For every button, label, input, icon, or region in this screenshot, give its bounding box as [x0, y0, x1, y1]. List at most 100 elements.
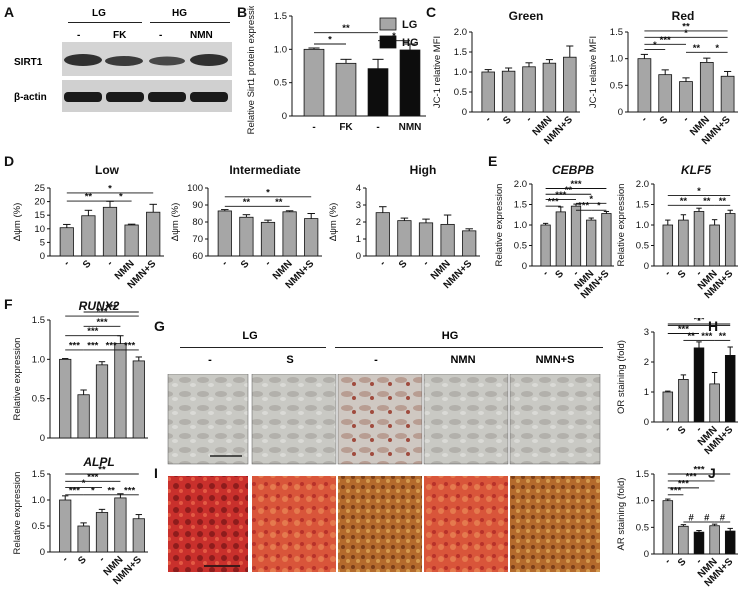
chart-title: CEBPB	[552, 163, 594, 177]
panel-letter-e: E	[488, 153, 498, 169]
bar	[114, 343, 127, 439]
chart-e-cebpb: CEBPB Relative expression 0 0.5 1.0 1.5 2.0 - S -…	[494, 163, 614, 301]
bar	[693, 347, 705, 423]
chart-title: Intermediate	[229, 163, 301, 177]
x-tick-label: -	[220, 258, 230, 268]
panel-letter-g: G	[154, 318, 165, 334]
bar	[440, 223, 455, 257]
y-tick-label: 1.5	[32, 469, 45, 480]
bar	[95, 364, 109, 439]
y-tick-label: 0	[618, 107, 623, 118]
y-tick-label: 1.5	[514, 200, 527, 211]
x-tick-label: S	[397, 258, 410, 271]
y-tick-label: 0.5	[274, 78, 287, 89]
y-tick-label: 2.0	[454, 27, 467, 38]
significance-label: **	[719, 196, 727, 207]
x-tick-label: S	[553, 268, 566, 281]
bar	[114, 497, 127, 553]
x-tick-label: -	[263, 258, 273, 268]
bar	[637, 58, 652, 113]
y-tick-label: 2.0	[636, 179, 649, 190]
x-tick-label: -	[312, 122, 315, 133]
y-tick-label: 2	[356, 217, 361, 228]
x-tick-label: -	[97, 554, 107, 564]
micro-group-label-hg: HG	[441, 330, 459, 342]
x-tick-label: -	[105, 258, 115, 268]
bar	[375, 212, 390, 257]
bar	[522, 66, 536, 113]
y-tick-label: 0.5	[32, 521, 45, 532]
bar	[586, 219, 597, 267]
y-tick-label: 100	[187, 183, 203, 194]
panel-letter-b: B	[237, 4, 248, 20]
significance-label: *	[653, 40, 657, 51]
bar	[399, 49, 421, 117]
chart-title: Red	[672, 9, 695, 23]
y-axis-label: Relative Sirt1 protein expression	[246, 6, 257, 134]
x-tick-label: -	[694, 268, 704, 278]
significance-label: **	[98, 465, 106, 476]
significance-label: *	[597, 201, 601, 212]
y-tick-label: 60	[192, 251, 203, 262]
x-tick-label: -	[483, 114, 493, 124]
y-tick-label: 1.5	[274, 11, 287, 22]
y-tick-label: 0	[522, 261, 527, 272]
micro-col-label-5: NMN+S	[535, 354, 575, 366]
x-tick-label: S	[676, 268, 689, 281]
bar	[724, 530, 736, 555]
bar	[658, 74, 673, 113]
significance-label: ***	[578, 201, 589, 212]
bar	[397, 220, 412, 257]
bar	[217, 210, 232, 257]
bar	[709, 224, 720, 267]
y-tick-label: 1.0	[32, 354, 45, 365]
chart-title: Green	[509, 9, 544, 23]
y-tick-label: 0	[462, 107, 467, 118]
significance-label: ***	[670, 485, 681, 496]
y-tick-label: 0	[40, 251, 45, 262]
x-tick-label: -	[376, 122, 379, 133]
bar	[563, 56, 577, 113]
significance-label: **	[680, 196, 688, 207]
significance-label: **	[565, 185, 573, 196]
y-axis-label: Relative expression	[616, 184, 627, 267]
x-tick-label: -	[60, 554, 70, 564]
significance-label: ***	[678, 324, 689, 335]
bar	[693, 211, 705, 267]
x-tick-label: S	[676, 556, 689, 569]
bar	[709, 525, 720, 555]
bar	[662, 391, 674, 423]
bar	[662, 224, 674, 267]
significance-label: ***	[693, 318, 704, 326]
significance-label: ***	[555, 190, 566, 201]
chart-title: RUNX2	[79, 299, 120, 313]
significance-label: **	[342, 23, 350, 34]
y-tick-label: 0.5	[32, 394, 45, 405]
micro-col-label-2: S	[286, 354, 294, 366]
bar	[720, 75, 735, 113]
significance-label: **	[682, 21, 690, 32]
significance-label: ***	[96, 317, 107, 328]
panel-letter-d: D	[4, 153, 15, 169]
y-tick-label: 5	[40, 237, 45, 248]
significance-label: ***	[660, 35, 671, 46]
bar	[679, 81, 693, 113]
x-tick-label: -	[663, 424, 673, 434]
x-tick-label: S	[676, 424, 689, 437]
panel-letter-j: J	[708, 465, 716, 481]
significance-label: *	[328, 35, 332, 46]
bar	[304, 218, 319, 257]
x-tick-label: -	[663, 268, 673, 278]
significance-label: *	[697, 318, 701, 327]
significance-label: ***	[548, 197, 559, 208]
bar	[693, 531, 705, 555]
x-tick-label: NMN	[399, 122, 422, 133]
y-tick-label: 4	[356, 183, 361, 194]
x-tick-label: -	[62, 258, 72, 268]
chart-title: KLF5	[681, 163, 711, 177]
x-tick-label: S	[81, 258, 94, 271]
significance-label: #	[704, 513, 710, 524]
